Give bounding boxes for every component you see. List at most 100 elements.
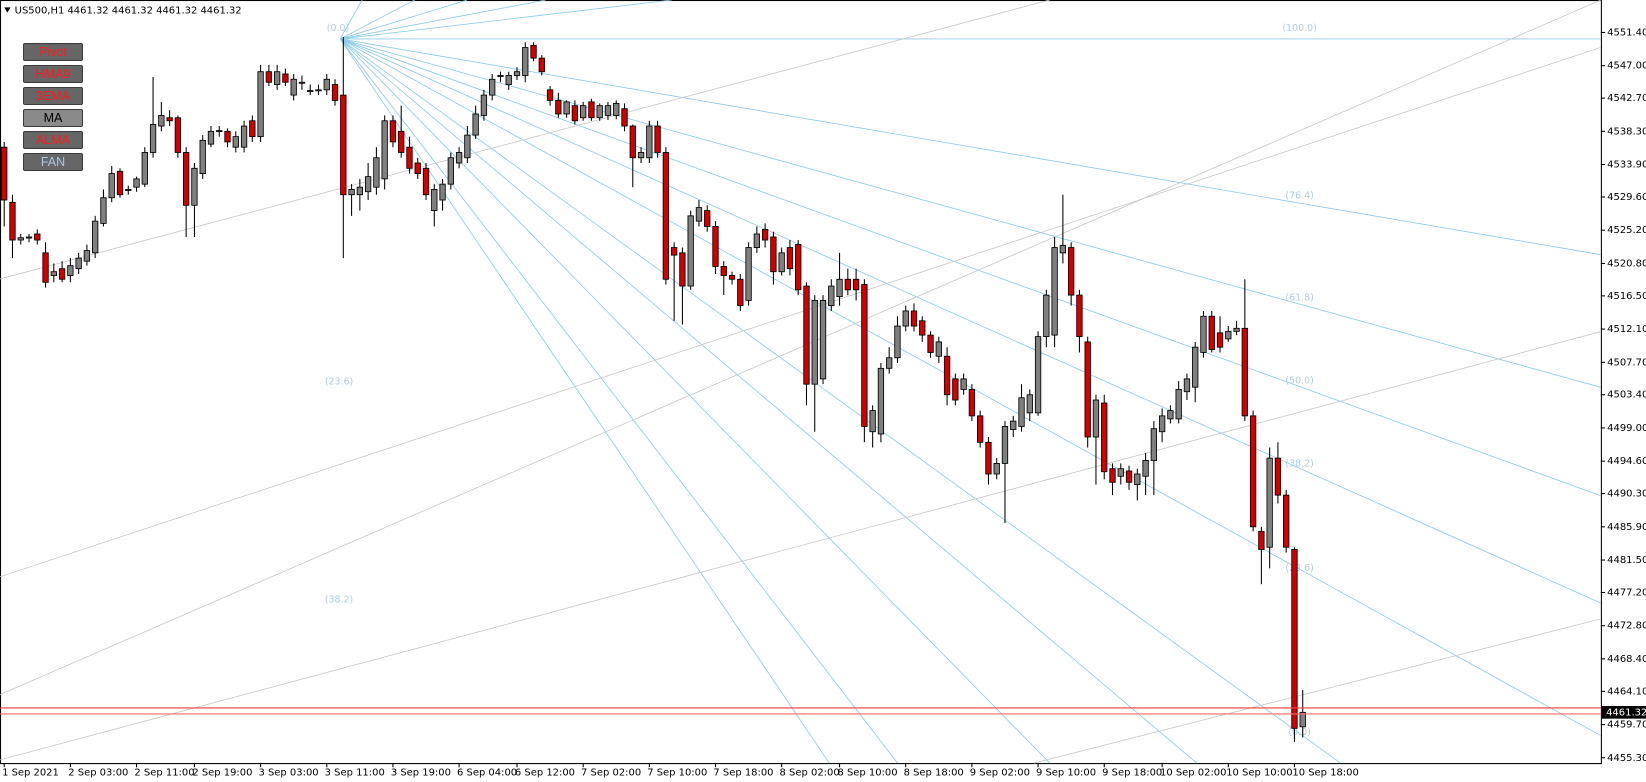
fan-label: (0.0) — [1288, 727, 1310, 738]
candle-body — [1200, 315, 1207, 353]
candle-body — [761, 229, 769, 241]
y-tick-label: 4459.70 — [1607, 720, 1646, 731]
fan-line — [339, 38, 830, 764]
candle-body — [629, 125, 636, 159]
y-tick-label: 4551.40 — [1607, 27, 1646, 38]
y-tick-label: 4481.50 — [1607, 555, 1646, 566]
candle-body — [819, 299, 827, 380]
candle-body — [1034, 336, 1042, 414]
candle-body — [1067, 247, 1075, 296]
indicator-button[interactable]: 3EMA — [23, 87, 83, 105]
candle-body — [530, 44, 537, 59]
candle-body — [1150, 428, 1158, 461]
fan-line — [339, 38, 1602, 737]
candle-body — [993, 462, 1000, 475]
candle-body — [174, 117, 182, 153]
indicator-button[interactable]: FAN — [23, 153, 83, 171]
candle-body — [1117, 468, 1124, 477]
candle-body — [1109, 468, 1116, 483]
candle-body — [75, 257, 82, 270]
indicator-button[interactable]: ALMA — [23, 131, 83, 149]
candle-body — [224, 130, 231, 143]
candle-body — [25, 236, 33, 239]
candle-body — [968, 389, 976, 417]
candle-body — [646, 125, 653, 159]
candle-body — [406, 146, 413, 169]
channel-line — [0, 46, 1601, 578]
candle-body — [621, 108, 628, 127]
candle-body — [480, 94, 488, 116]
fan-label: (0.0) — [327, 23, 349, 34]
candle-body — [745, 247, 752, 301]
fan-line — [339, 0, 468, 40]
candle-body — [1084, 341, 1091, 438]
candle-body — [133, 178, 140, 188]
candle-body — [315, 89, 322, 92]
candle-body — [910, 310, 918, 327]
candle-body — [389, 120, 397, 143]
candle-body — [555, 99, 562, 115]
y-tick-label: 4455.30 — [1607, 753, 1646, 764]
candle-body — [712, 226, 719, 267]
x-tick-label: 9 Sep 18:00 — [1102, 768, 1162, 779]
candle-body — [1101, 402, 1108, 473]
candle-body — [1216, 332, 1224, 348]
candle-body — [125, 189, 132, 191]
indicator-button[interactable]: MA — [23, 109, 83, 127]
fan-label: (38.2) — [1285, 459, 1313, 470]
last-price-label: 4461.32 — [1606, 707, 1646, 718]
chart-title: US500,H1 4461.32 4461.32 4461.32 4461.32 — [15, 6, 242, 17]
candle-body — [1010, 420, 1017, 430]
candle-body — [513, 71, 521, 76]
fan-label: (23.6) — [325, 377, 353, 388]
candle-body — [472, 113, 479, 136]
candle-body — [1092, 399, 1100, 438]
indicator-button[interactable]: Pivot — [23, 43, 83, 61]
fan-line — [340, 0, 672, 40]
fan-label: (76.4) — [1285, 190, 1313, 201]
x-tick-label: 3 Sep 11:00 — [325, 768, 385, 779]
candle-body — [1001, 426, 1009, 464]
candle-body — [141, 152, 148, 185]
candle-body — [637, 152, 645, 159]
candle-body — [522, 47, 529, 76]
candle-body — [546, 89, 554, 101]
candle-body — [753, 233, 761, 248]
candle-body — [199, 139, 206, 175]
candle-body — [1175, 389, 1182, 420]
candle-body — [298, 81, 306, 84]
candle-body — [704, 210, 711, 227]
candle-body — [9, 201, 16, 241]
x-tick-label: 1 Sep 2021 — [2, 768, 59, 779]
x-tick-label: 10 Sep 18:00 — [1292, 768, 1358, 779]
candle-body — [340, 94, 347, 196]
candle-body — [191, 167, 198, 206]
candle-body — [1266, 457, 1273, 548]
x-tick-label: 3 Sep 03:00 — [258, 768, 318, 779]
candle-body — [100, 197, 107, 224]
candle-body — [952, 378, 959, 401]
candle-body — [414, 162, 421, 175]
y-tick-label: 4525.20 — [1607, 225, 1646, 236]
candle-body — [290, 78, 297, 96]
indicator-button[interactable]: HMA9 — [23, 65, 83, 83]
y-tick-label: 4516.50 — [1607, 291, 1646, 302]
candle-body — [670, 247, 678, 256]
candle-body — [348, 189, 355, 196]
x-tick-label: 8 Sep 18:00 — [904, 768, 964, 779]
candle-body — [770, 236, 777, 273]
plot-frame — [0, 0, 1602, 765]
y-tick-label: 4547.00 — [1607, 61, 1646, 72]
candle-body — [1258, 530, 1265, 550]
candle-body — [811, 299, 818, 385]
candle-body — [158, 115, 165, 127]
candle-body — [455, 152, 463, 164]
candle-body — [861, 284, 868, 427]
candle-body — [447, 157, 454, 185]
candle-body — [240, 125, 248, 148]
candle-body — [1299, 711, 1306, 728]
candle-body — [17, 237, 24, 241]
y-tick-label: 4499.00 — [1607, 423, 1646, 434]
x-tick-label: 7 Sep 02:00 — [581, 768, 641, 779]
